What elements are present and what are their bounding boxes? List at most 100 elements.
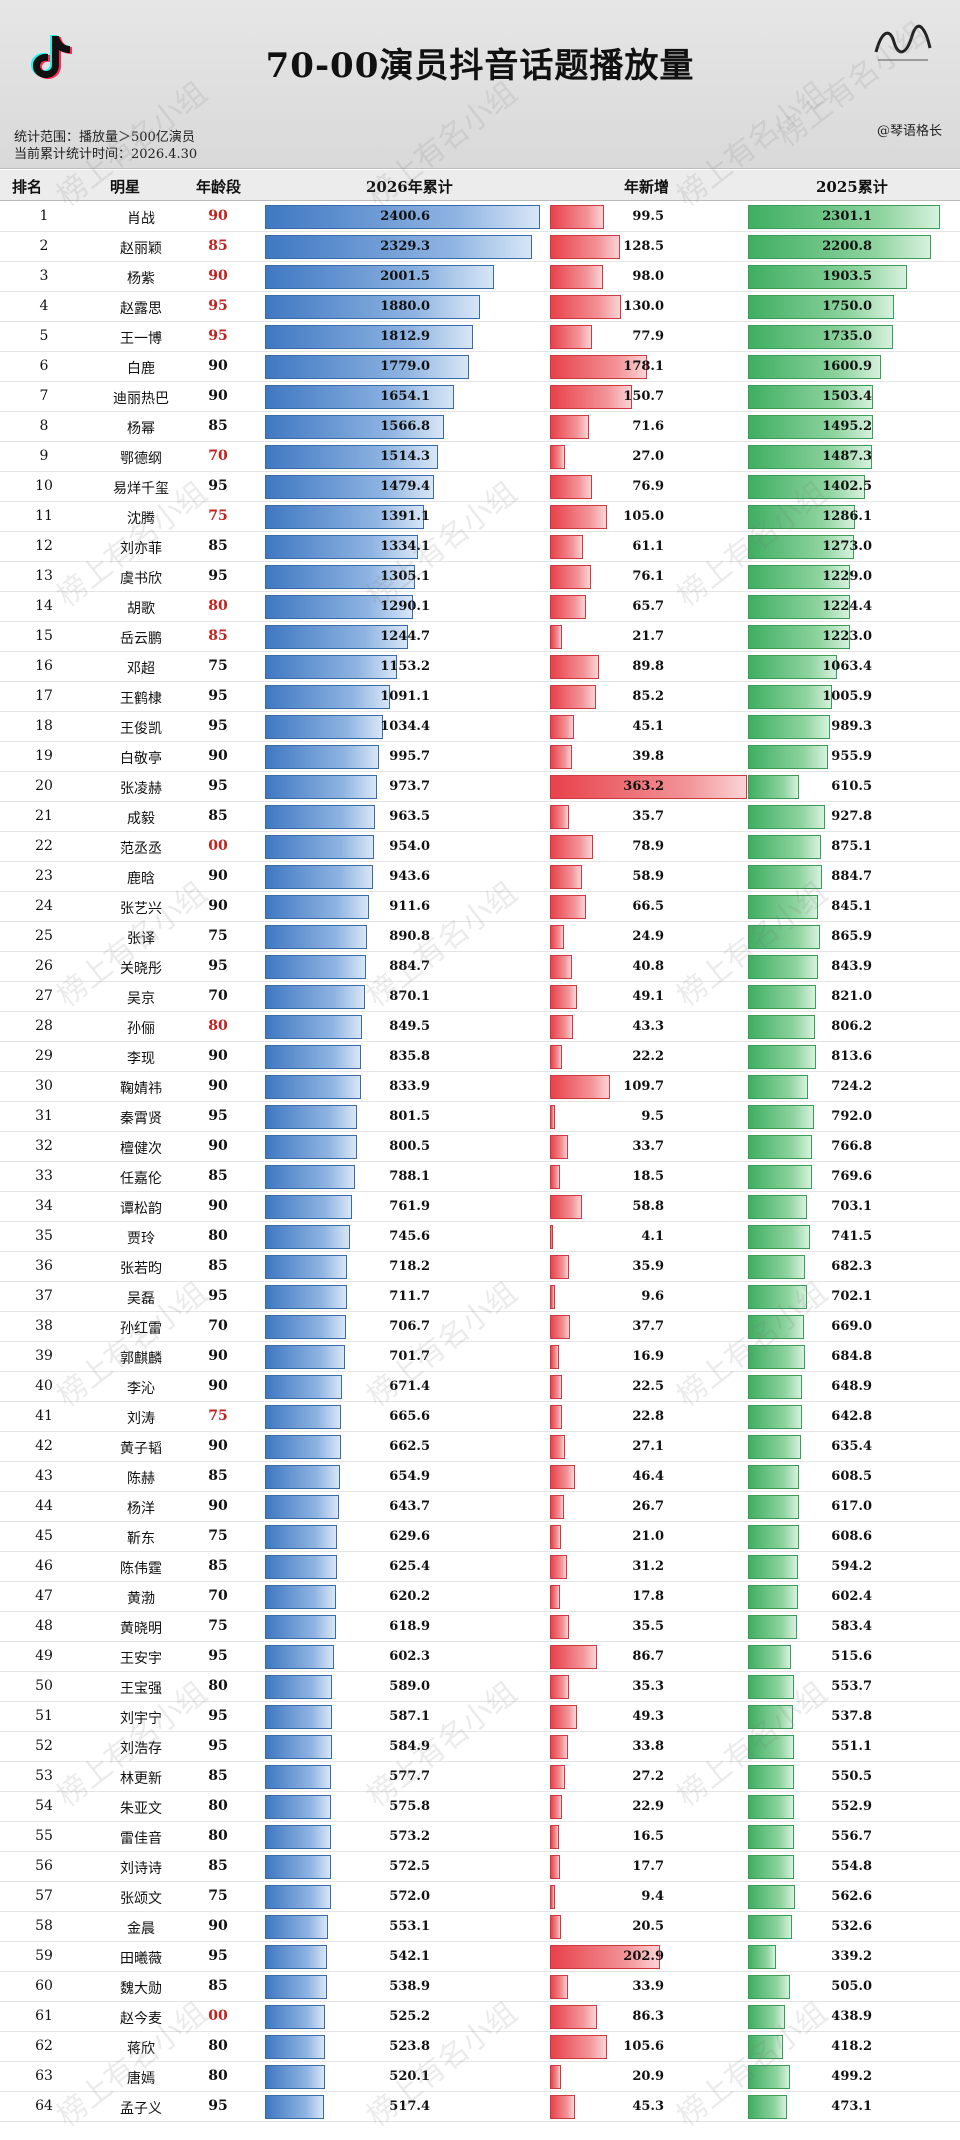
bar-new	[550, 625, 562, 649]
rank-cell: 58	[35, 1918, 53, 1934]
row-divider	[0, 1911, 960, 1912]
bar-total-2026	[265, 535, 418, 559]
bar-new	[550, 2095, 575, 2119]
bar-total-2026	[265, 865, 374, 889]
value-new: 22.9	[632, 1799, 664, 1814]
value-total-2026: 884.7	[389, 959, 430, 974]
row-divider	[0, 741, 960, 742]
rank-cell: 63	[35, 2068, 53, 2084]
bar-total-2025	[748, 1345, 806, 1369]
age-cell: 00	[208, 838, 228, 854]
bar-new	[550, 745, 572, 769]
bar-total-2026	[265, 565, 415, 589]
bar-new	[550, 895, 587, 919]
row-divider	[0, 1071, 960, 1072]
value-total-2025: 1903.5	[822, 269, 872, 284]
name-cell: 任嘉伦	[120, 1171, 162, 1187]
value-new: 66.5	[632, 899, 664, 914]
brand-logo-icon	[874, 24, 932, 61]
row-divider	[0, 1941, 960, 1942]
value-total-2026: 587.1	[389, 1709, 430, 1724]
chart-title: 70-00演员抖音话题播放量	[265, 46, 695, 86]
value-new: 4.1	[641, 1229, 664, 1244]
name-cell: 朱亚文	[120, 1801, 162, 1817]
value-total-2025: 418.2	[831, 2039, 872, 2054]
name-cell: 张艺兴	[120, 901, 162, 917]
bar-total-2026	[265, 355, 469, 379]
bar-total-2025	[748, 1705, 793, 1729]
bar-total-2025	[748, 1615, 797, 1639]
bar-new	[550, 535, 584, 559]
age-cell: 75	[208, 658, 228, 674]
value-total-2026: 943.6	[389, 869, 430, 884]
bar-total-2026	[265, 1855, 331, 1879]
rank-cell: 9	[39, 448, 49, 464]
value-total-2026: 890.8	[389, 929, 430, 944]
value-new: 35.5	[632, 1619, 664, 1634]
value-total-2026: 1091.1	[380, 689, 430, 704]
age-cell: 95	[208, 1948, 228, 1964]
value-total-2025: 865.9	[831, 929, 872, 944]
bar-total-2026	[265, 745, 380, 769]
rank-cell: 38	[35, 1318, 53, 1334]
name-cell: 黄渤	[127, 1591, 155, 1607]
bar-new	[550, 1225, 553, 1249]
value-total-2025: 1735.0	[822, 329, 872, 344]
age-cell: 90	[208, 1138, 228, 1154]
value-new: 99.5	[632, 209, 664, 224]
age-cell: 95	[208, 688, 228, 704]
value-total-2025: 562.6	[831, 1889, 872, 1904]
bar-total-2026	[265, 1465, 341, 1489]
value-total-2026: 954.0	[389, 839, 430, 854]
value-new: 27.2	[632, 1769, 664, 1784]
name-cell: 鹿晗	[127, 871, 155, 887]
bar-total-2025	[748, 1465, 799, 1489]
name-cell: 肖战	[127, 211, 155, 227]
name-cell: 孙俪	[127, 1021, 155, 1037]
value-new: 202.9	[623, 1949, 664, 1964]
value-new: 86.3	[632, 2009, 664, 2024]
bar-total-2025	[748, 1135, 812, 1159]
age-cell: 85	[208, 1258, 228, 1274]
bar-total-2026	[265, 2065, 325, 2089]
bar-new	[550, 1945, 661, 1969]
value-total-2026: 833.9	[389, 1079, 430, 1094]
rank-cell: 5	[39, 328, 49, 344]
rank-cell: 6	[39, 358, 49, 374]
bar-new	[550, 1585, 560, 1609]
value-total-2026: 520.1	[389, 2069, 430, 2084]
value-total-2026: 800.5	[389, 1139, 430, 1154]
value-total-2026: 1880.0	[380, 299, 430, 314]
rank-cell: 2	[39, 238, 49, 254]
age-cell: 80	[208, 1798, 228, 1814]
value-total-2026: 788.1	[389, 1169, 430, 1184]
value-new: 109.7	[623, 1079, 664, 1094]
bar-total-2026	[265, 1885, 331, 1909]
row-divider	[0, 1671, 960, 1672]
bar-total-2026	[265, 655, 398, 679]
bar-total-2026	[265, 415, 445, 439]
bar-total-2025	[748, 295, 894, 319]
name-cell: 魏大勋	[120, 1981, 162, 1997]
row-divider	[0, 711, 960, 712]
bar-total-2025	[748, 655, 837, 679]
row-divider	[0, 441, 960, 442]
value-total-2025: 741.5	[831, 1229, 872, 1244]
bar-total-2026	[265, 925, 368, 949]
age-cell: 95	[208, 718, 228, 734]
rank-cell: 46	[35, 1558, 53, 1574]
value-new: 26.7	[632, 1499, 664, 1514]
age-cell: 80	[208, 2038, 228, 2054]
value-new: 17.7	[632, 1859, 664, 1874]
value-new: 150.7	[623, 389, 664, 404]
value-total-2026: 1514.3	[380, 449, 430, 464]
value-total-2025: 682.3	[831, 1259, 872, 1274]
value-total-2025: 703.1	[831, 1199, 872, 1214]
value-total-2025: 505.0	[831, 1979, 872, 1994]
value-total-2025: 339.2	[831, 1949, 872, 1964]
value-total-2025: 648.9	[831, 1379, 872, 1394]
name-cell: 靳东	[127, 1531, 155, 1547]
value-new: 18.5	[632, 1169, 664, 1184]
name-cell: 陈赫	[127, 1471, 155, 1487]
value-new: 39.8	[632, 749, 664, 764]
